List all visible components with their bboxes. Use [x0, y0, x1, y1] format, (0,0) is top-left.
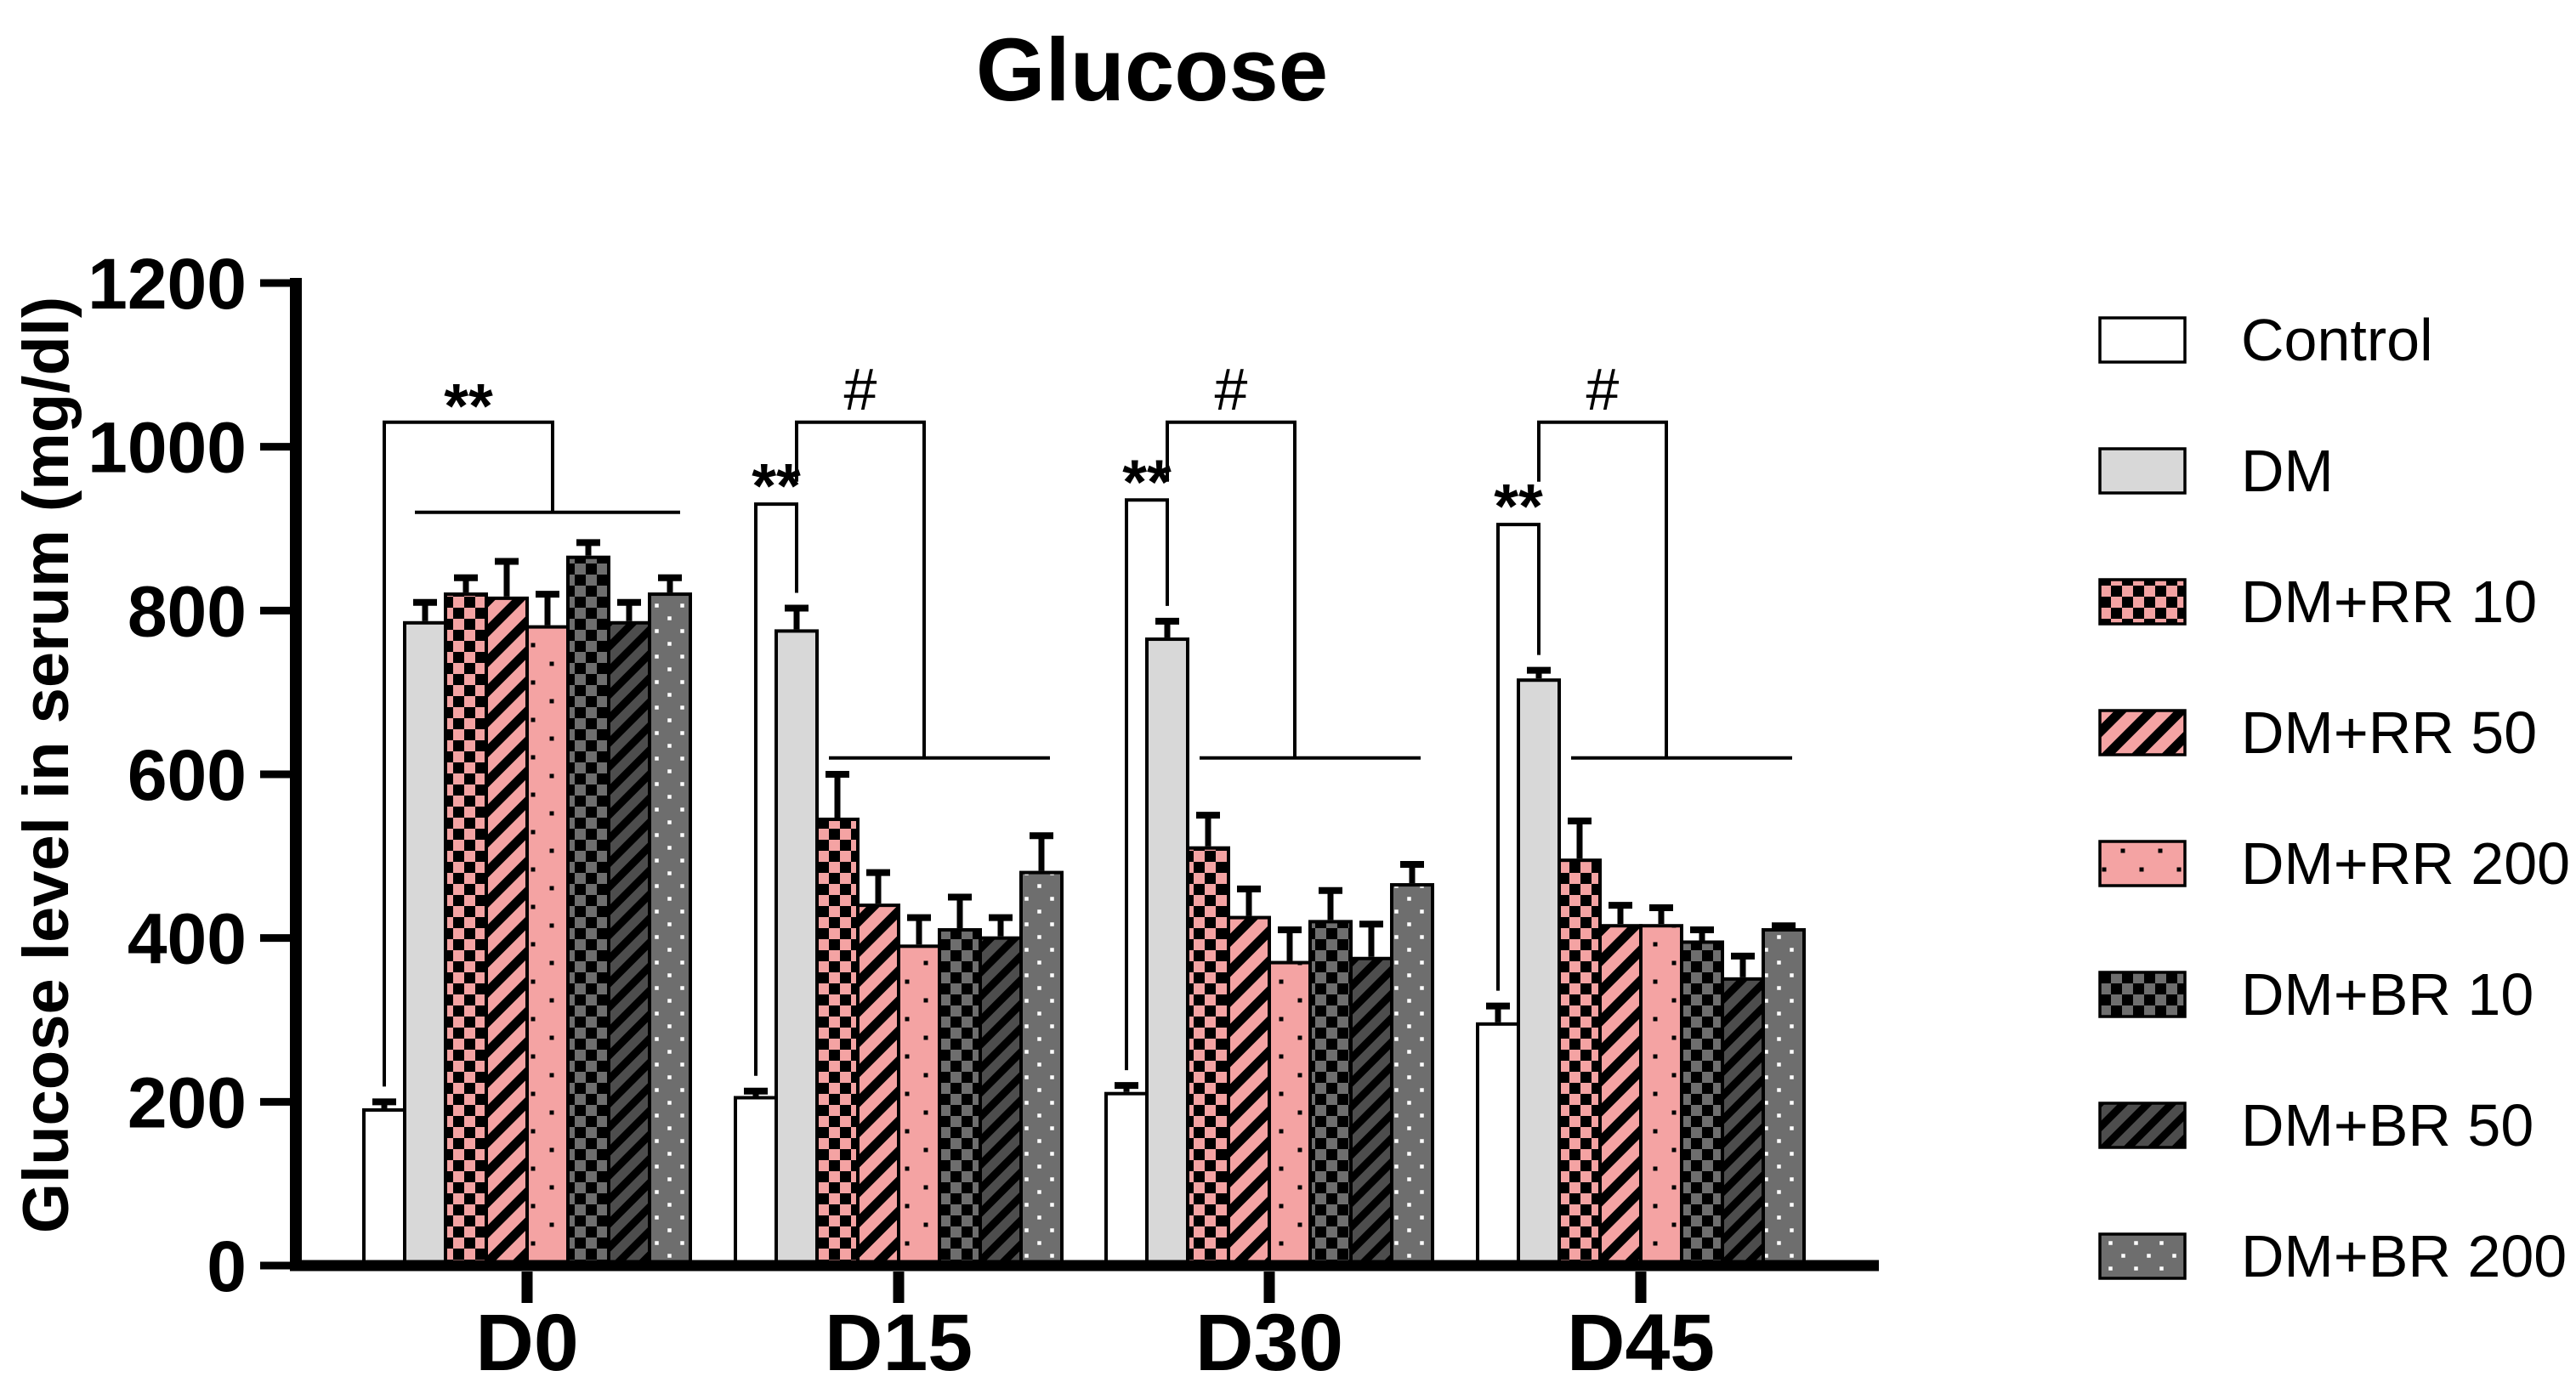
bar-DM+BR-50-D45 [1721, 977, 1765, 1268]
bar-DM+BR-200-D30 [1390, 883, 1434, 1268]
x-axis-category-label: D30 [1195, 1298, 1343, 1382]
bar-DM+BR-50-D0 [607, 620, 651, 1267]
y-axis-tick-label: 800 [128, 571, 247, 651]
legend-label: DM+RR 50 [2241, 699, 2537, 766]
chart-title: Glucose [976, 20, 1328, 120]
y-axis-tick-label: 0 [207, 1226, 247, 1306]
significance-hash-label: # [844, 356, 877, 422]
bar-group-D30 [1104, 617, 1434, 1268]
y-axis-tick-label: 1000 [88, 408, 247, 488]
bar-DM+BR-200-D45 [1762, 928, 1806, 1267]
significance-star-label: ** [1122, 446, 1172, 517]
bar-DM-D0 [403, 620, 447, 1267]
y-axis-title: Glucose level in serum (mg/dl) [10, 297, 82, 1233]
x-axis-category-label: D15 [825, 1298, 973, 1382]
legend-item-DM+RR-10: DM+RR 10 [2098, 569, 2537, 635]
y-axis-tick-label: 1200 [88, 244, 247, 324]
bar-DM+BR-50-D30 [1349, 956, 1393, 1267]
legend-swatch [2098, 709, 2187, 756]
legend-swatch [2098, 316, 2187, 364]
significance-star-label: ** [752, 450, 801, 521]
bracket-path [383, 420, 554, 1087]
bracket-star-path [1125, 498, 1169, 1071]
legend-item-DM+BR-10: DM+BR 10 [2098, 961, 2533, 1028]
bar-DM+RR-200-D45 [1639, 924, 1683, 1267]
bar-DM+RR-200-D15 [897, 944, 941, 1268]
significance-bracket-D30: ** # [1122, 356, 1421, 1071]
y-axis-tick-label: 400 [128, 899, 247, 979]
axes-layer: 0 200 400 600 800 1000 1200 D0 D15 D30 D45 [88, 244, 1879, 1382]
bar-DM+RR-10-D15 [815, 817, 860, 1267]
bar-Control-D15 [734, 1096, 778, 1268]
bar-DM+RR-50-D45 [1598, 924, 1643, 1267]
bar-DM+RR-200-D0 [525, 625, 570, 1267]
legend-item-DM+BR-50: DM+BR 50 [2098, 1092, 2533, 1158]
bars-layer [362, 539, 1806, 1268]
bracket-star-path [1496, 523, 1540, 991]
significance-star-label: ** [1494, 471, 1543, 541]
y-axis-tick-label: 200 [128, 1062, 247, 1142]
bar-group-D45 [1476, 666, 1806, 1268]
legend-label: DM+RR 10 [2241, 569, 2537, 635]
significance-bracket-D15: ** # [752, 356, 1050, 1076]
legend-label: DM+BR 10 [2241, 961, 2533, 1028]
legend-swatch [2098, 447, 2187, 495]
legend-label: Control [2241, 307, 2433, 373]
significance-annotations: ** ** # ** # ** # [383, 356, 1792, 1087]
bar-DM-D15 [775, 629, 819, 1267]
bar-DM+BR-10-D15 [938, 928, 982, 1267]
legend-swatch [2098, 840, 2187, 887]
bracket-hash-path [795, 420, 926, 758]
legend-label: DM+BR 50 [2241, 1092, 2533, 1158]
bar-DM+BR-200-D0 [648, 592, 692, 1267]
legend-swatch [2098, 971, 2187, 1018]
legend-swatch [2098, 1232, 2187, 1280]
bar-Control-D0 [362, 1107, 406, 1268]
significance-bracket-D0: ** [383, 371, 680, 1087]
legend-label: DM+RR 200 [2241, 830, 2570, 897]
bar-group-D0 [362, 539, 692, 1268]
bar-Control-D45 [1476, 1022, 1520, 1267]
legend: Control DM DM+RR 10 DM+RR 50 DM+RR 200 DM+BR … [2098, 307, 2570, 1289]
bar-group-D15 [734, 604, 1064, 1268]
legend-item-DM+BR-200: DM+BR 200 [2098, 1223, 2567, 1289]
significance-star-label: ** [444, 371, 493, 441]
x-axis-category-label: D45 [1567, 1298, 1715, 1382]
bar-DM+RR-10-D30 [1186, 846, 1230, 1267]
x-axis-category-label: D0 [475, 1298, 578, 1382]
y-axis-tick-label: 600 [128, 735, 247, 815]
bar-DM+BR-10-D45 [1680, 940, 1724, 1267]
bar-DM+RR-50-D15 [856, 903, 900, 1267]
significance-hash-label: # [1586, 356, 1620, 422]
bar-DM-D30 [1145, 637, 1189, 1267]
bar-DM+BR-10-D30 [1308, 920, 1353, 1268]
legend-label: DM [2241, 438, 2334, 504]
legend-swatch [2098, 578, 2187, 626]
legend-swatch [2098, 1102, 2187, 1149]
bar-DM-D45 [1517, 678, 1561, 1267]
bracket-hash-path [1537, 420, 1668, 758]
legend-item-Control: Control [2098, 307, 2433, 373]
legend-item-DM: DM [2098, 438, 2334, 504]
bar-DM+RR-200-D30 [1268, 960, 1312, 1267]
bar-DM+BR-50-D15 [979, 936, 1023, 1267]
bar-DM+BR-200-D15 [1019, 870, 1064, 1267]
bar-DM+RR-10-D0 [444, 592, 488, 1267]
bar-DM+RR-10-D45 [1558, 858, 1602, 1268]
legend-item-DM+RR-200: DM+RR 200 [2098, 830, 2570, 897]
bar-Control-D30 [1104, 1091, 1149, 1267]
bar-DM+BR-10-D0 [566, 555, 610, 1267]
bar-DM+RR-50-D0 [485, 596, 529, 1267]
significance-hash-label: # [1215, 356, 1248, 422]
significance-bracket-D45: ** # [1494, 356, 1792, 991]
bar-DM+RR-50-D30 [1227, 915, 1271, 1268]
legend-label: DM+BR 200 [2241, 1223, 2567, 1289]
legend-item-DM+RR-50: DM+RR 50 [2098, 699, 2537, 766]
bracket-star-path [754, 502, 798, 1076]
bracket-hash-path [1166, 420, 1297, 758]
